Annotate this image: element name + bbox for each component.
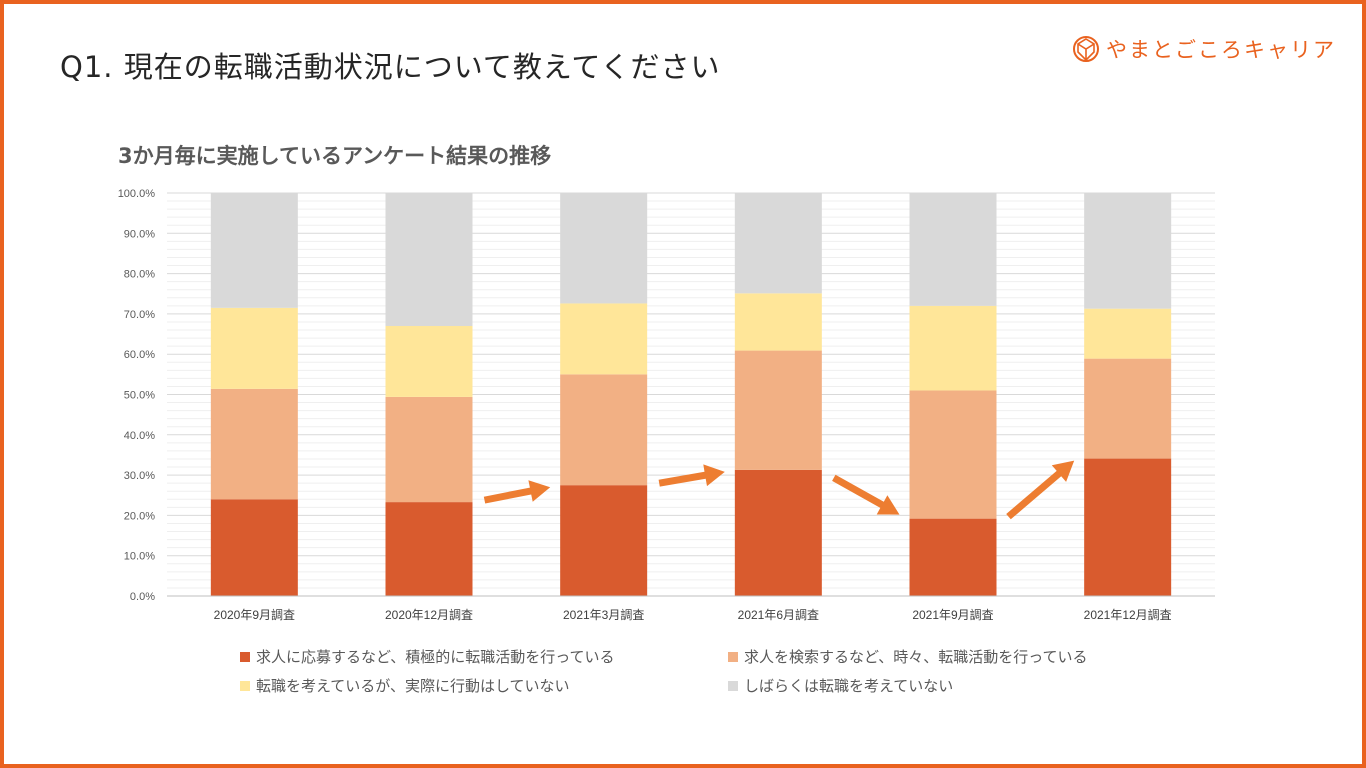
legend-swatch (240, 680, 250, 691)
bar-segment (909, 193, 997, 306)
y-tick-label: 100.0% (118, 188, 156, 200)
x-tick-label: 2021年12月調査 (1084, 608, 1172, 622)
legend-item: 求人を検索するなど、時々、転職活動を行っている (728, 646, 1148, 667)
x-tick-label: 2021年3月調査 (563, 608, 644, 622)
bar-segment (1084, 308, 1172, 359)
x-tick-label: 2021年6月調査 (738, 608, 819, 622)
y-tick-label: 50.0% (124, 390, 155, 402)
legend-label: 求人を検索するなど、時々、転職活動を行っている (744, 648, 1088, 666)
bar-segment (1084, 193, 1172, 309)
trend-arrow-icon (658, 464, 725, 487)
bar-segment (560, 303, 648, 375)
y-tick-label: 70.0% (124, 309, 155, 321)
bar-segment (734, 193, 822, 294)
bar-segment (909, 305, 997, 391)
bar-segment (385, 396, 473, 503)
x-tick-label: 2020年12月調査 (385, 608, 473, 622)
legend-swatch (728, 680, 738, 691)
bar-segment (385, 325, 473, 397)
stacked-bar-chart: 0.0% 10.0% 20.0% 30.0% 40.0% 50.0% 60.0% 70.0% 8… (118, 188, 1215, 622)
legend-label: しばらくは転職を考えていない (744, 677, 954, 695)
page-title: Q1. 現在の転職活動状況について教えてください (60, 50, 721, 84)
bar-segment (560, 193, 648, 304)
bar-segment (734, 350, 822, 470)
y-tick-label: 40.0% (124, 430, 155, 442)
bar-segment (909, 518, 997, 596)
bar-segment (385, 502, 473, 596)
trend-arrow-icon (1006, 460, 1075, 520)
trend-arrow-icon (483, 480, 551, 504)
legend-item: しばらくは転職を考えていない (728, 675, 1148, 696)
y-tick-label: 90.0% (124, 228, 155, 240)
legend-label: 求人に応募するなど、積極的に転職活動を行っている (256, 648, 615, 666)
brand-name: やまとごころキャリア (1106, 38, 1336, 62)
bar-segment (734, 293, 822, 351)
bar-segment (385, 193, 473, 326)
bar-segment (909, 390, 997, 519)
bar-segment (210, 388, 298, 500)
legend-swatch (728, 651, 738, 662)
y-tick-label: 60.0% (124, 349, 155, 361)
x-tick-label: 2021年9月調査 (912, 608, 993, 622)
bar-segment (210, 307, 298, 389)
bar-segment (210, 193, 298, 308)
trend-arrow-icon (832, 474, 900, 515)
bar-segment (734, 469, 822, 596)
bar-segment (560, 485, 648, 596)
y-tick-label: 30.0% (124, 470, 155, 482)
chart-legend: 求人に応募するなど、積極的に転職活動を行っている 求人を検索するなど、時々、転職… (240, 646, 1148, 696)
legend-item: 転職を考えているが、実際に行動はしていない (240, 675, 728, 696)
legend-label: 転職を考えているが、実際に行動はしていない (256, 677, 570, 695)
shield-logo-icon (1073, 36, 1099, 62)
brand-logo: やまとごころキャリア (1072, 34, 1336, 64)
y-tick-label: 0.0% (130, 591, 155, 603)
bar-segment (560, 374, 648, 486)
y-tick-label: 10.0% (124, 551, 155, 563)
y-tick-label: 80.0% (124, 269, 155, 281)
bar-segment (1084, 458, 1172, 596)
bar-segment (210, 499, 298, 596)
chart-title: 3か月毎に実施しているアンケート結果の推移 (118, 144, 552, 168)
legend-item: 求人に応募するなど、積極的に転職活動を行っている (240, 646, 728, 667)
y-tick-label: 20.0% (124, 510, 155, 522)
bar-segment (1084, 358, 1172, 459)
x-tick-label: 2020年9月調査 (214, 608, 295, 622)
legend-swatch (240, 651, 250, 662)
